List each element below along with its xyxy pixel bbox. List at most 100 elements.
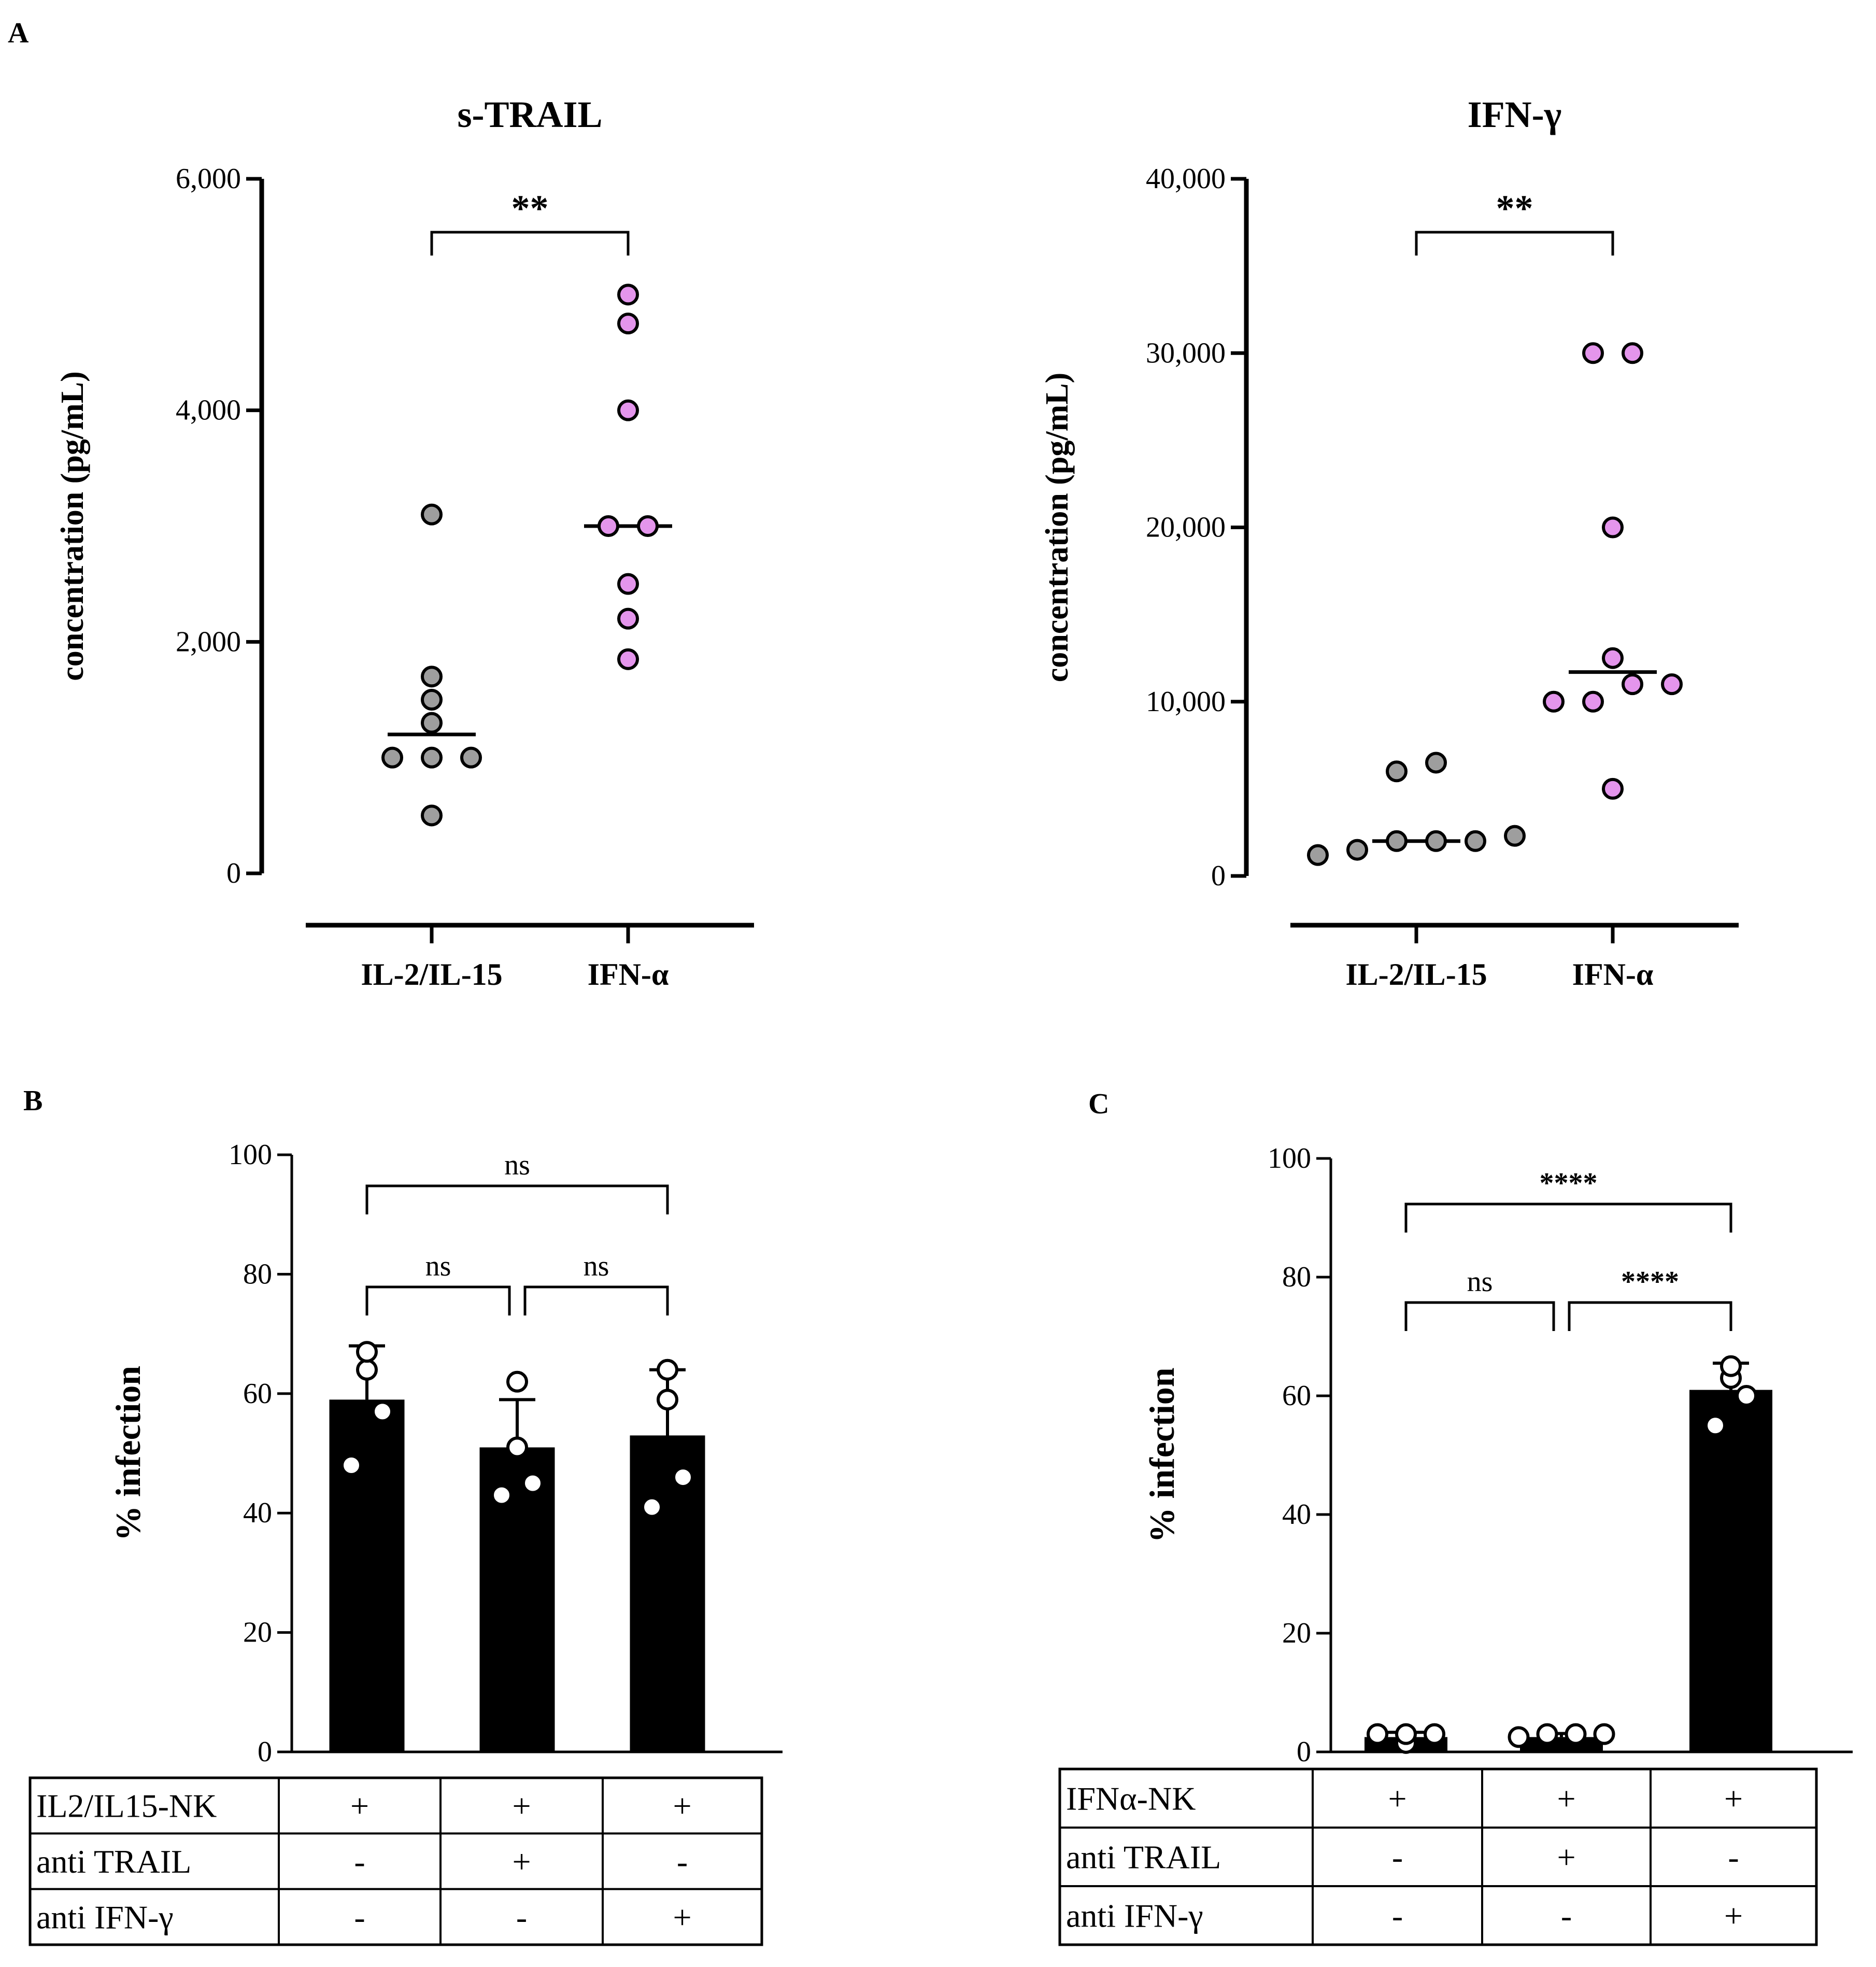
data-point [421,689,443,711]
x-category-label: IFN-α [1572,957,1654,992]
data-point [1367,1723,1388,1745]
data-point [356,1341,378,1363]
data-point [1593,1723,1615,1745]
y-tick-label: 6,000 [176,163,241,195]
y-tick-label: 0 [1297,1736,1311,1768]
significance-label: ** [1496,188,1533,229]
significance-bracket [365,1285,511,1315]
s-trail-scatter-chart: 0 2,000 4,000 6,000 IL-2/IL-15 IFN-α s-TRAIL co… [55,94,754,992]
data-point [1386,760,1408,783]
y-tick-label: 0 [226,857,241,889]
significance-label: ** [511,188,549,229]
data-point [1504,825,1526,847]
chart-title: IFN-γ [1468,94,1562,135]
significance-label: **** [1540,1167,1598,1199]
data-point [1508,1726,1530,1748]
table-cell: + [1724,1780,1743,1817]
data-point [1386,830,1408,852]
ifn-gamma-scatter-chart: 0 10,000 20,000 30,000 40,000 IL-2/IL-15 IFN-α… [1040,94,1739,992]
data-point [617,313,639,335]
table-cell: + [673,1899,691,1935]
bar [1520,1737,1603,1752]
table-row-label: anti TRAIL [36,1843,191,1880]
data-point [1307,844,1329,866]
significance-bracket [1568,1301,1732,1331]
y-tick-label: 30,000 [1146,337,1226,369]
data-point [506,1370,528,1393]
table-cell: + [350,1788,369,1824]
data-point [1661,673,1683,696]
data-point [657,1389,678,1411]
data-point [421,804,443,827]
data-point [421,666,443,688]
y-tick-label: 20,000 [1146,512,1226,544]
table-cell: - [1392,1839,1403,1876]
x-category-label: IL-2/IL-15 [361,957,502,992]
y-axis-label: concentration (pg/mL) [1040,373,1075,683]
data-point [522,1472,544,1494]
data-point [381,746,403,769]
panel-letter-b: B [23,1085,42,1117]
significance-label: ns [504,1149,530,1181]
data-point [1346,839,1368,861]
significance-bracket [1404,1202,1732,1233]
table-cell: - [1728,1839,1739,1876]
table-cell: - [516,1899,527,1935]
bar [630,1435,705,1752]
data-point [1565,1723,1587,1745]
table-row-label: anti IFN-γ [36,1899,174,1935]
table-cell: - [1392,1898,1403,1934]
data-point [1704,1414,1726,1437]
panel-letter-a: A [8,17,29,49]
bar [329,1399,405,1752]
panel-b-bar-chart: 0 20 40 60 80 100 % infection ns ns ns IL2/IL15-NK… [29,1139,783,1946]
data-point [1582,342,1604,364]
significance-bracket [523,1285,669,1315]
data-point [1395,1723,1417,1745]
data-point [1425,752,1447,774]
table-row-label: anti TRAIL [1066,1839,1221,1876]
significance-bracket [430,231,630,256]
y-tick-label: 80 [1282,1261,1311,1293]
y-tick-label: 0 [1211,860,1226,892]
table-cell: + [512,1788,531,1824]
bar [1689,1390,1772,1752]
table-row-label: anti IFN-γ [1066,1898,1203,1934]
data-point [421,503,443,526]
x-category-label: IFN-α [588,957,669,992]
chart-title: s-TRAIL [457,94,602,135]
condition-table [29,1776,763,1946]
data-point [340,1454,362,1477]
table-cell: + [512,1843,531,1880]
data-point [598,515,619,537]
data-point [617,648,639,670]
data-point [372,1400,393,1423]
significance-label: ns [584,1250,609,1282]
condition-table [1058,1767,1818,1946]
table-cell: - [1561,1898,1572,1934]
bar [479,1447,555,1752]
data-point [421,746,443,769]
y-tick-label: 2,000 [176,626,241,658]
data-point [641,1496,663,1518]
data-point [1543,690,1565,713]
data-point [1720,1355,1742,1377]
table-row-label: IFNα-NK [1066,1780,1196,1817]
data-point [1622,342,1643,364]
table-cell: - [354,1899,365,1935]
data-point [672,1466,694,1489]
y-tick-label: 40 [243,1497,272,1529]
y-axis-label: concentration (pg/mL) [55,371,90,681]
significance-bracket [365,1184,669,1214]
data-point [1465,830,1486,852]
significance-label: ns [1467,1266,1493,1298]
table-cell: + [1724,1898,1743,1934]
y-tick-label: 100 [1268,1142,1311,1174]
y-tick-label: 40,000 [1146,163,1226,195]
data-point [1736,1385,1757,1407]
y-tick-label: 60 [1282,1380,1311,1412]
data-point [1602,777,1624,800]
x-category-label: IL-2/IL-15 [1345,957,1487,992]
y-axis-label: % infection [1142,1367,1182,1543]
